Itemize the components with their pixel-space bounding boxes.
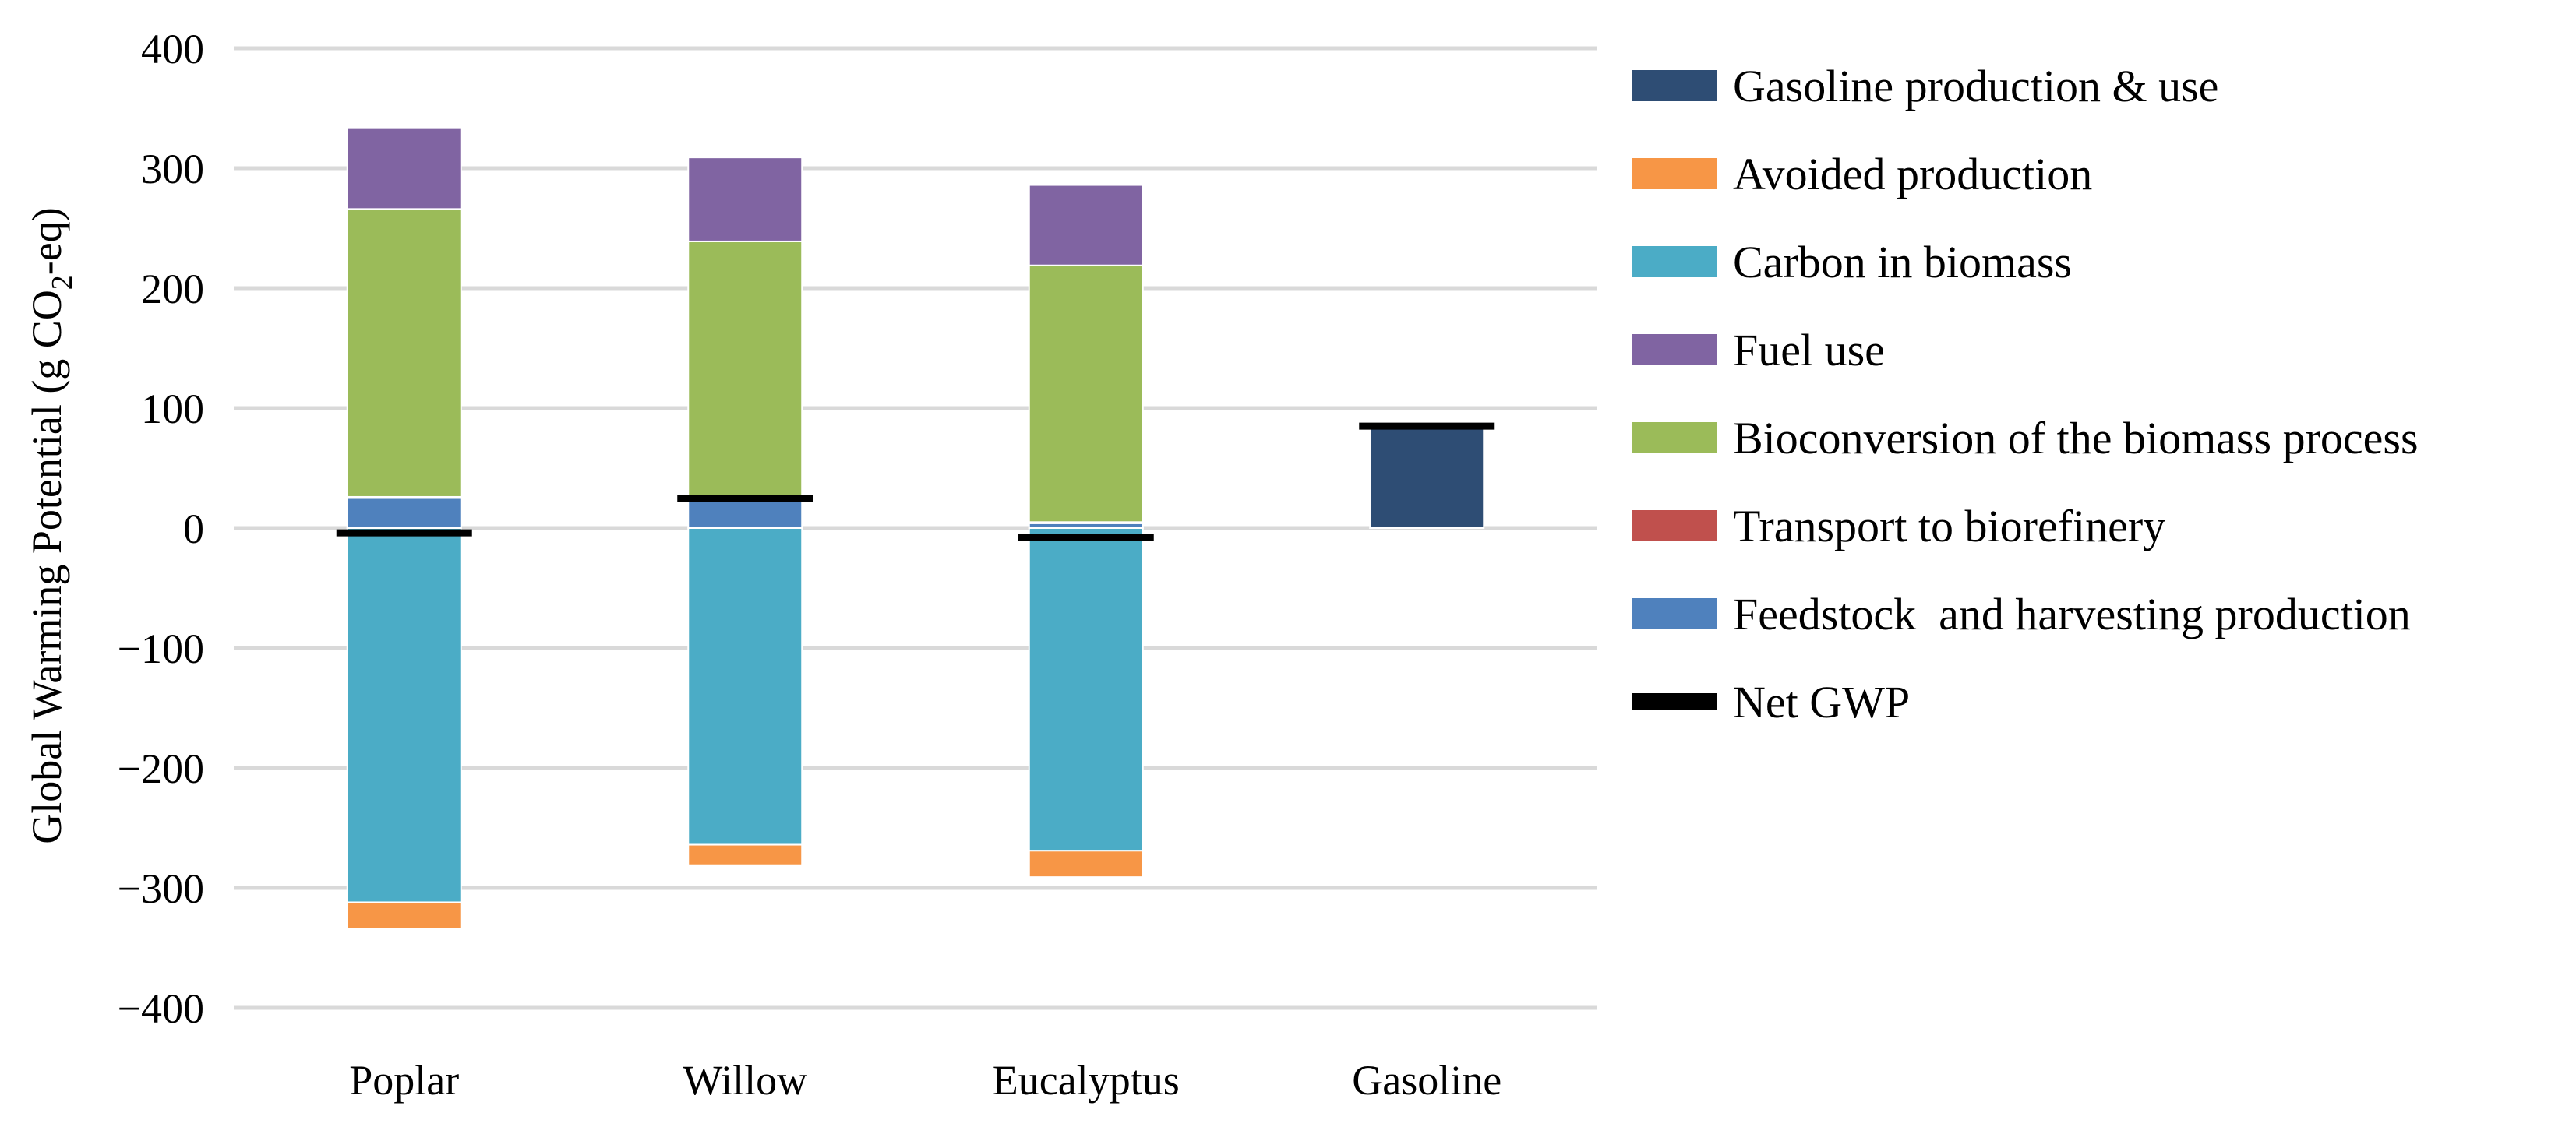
y-axis-ticks: 400 300 200 100 0 −100 −200 −300 −400 [118, 26, 204, 1032]
legend: Gasoline production & use Avoided product… [1632, 61, 2419, 727]
bar-willow-fuel-use [687, 157, 803, 242]
bar-poplar-fuel-use [346, 126, 462, 210]
legend-label-fuel-use: Fuel use [1733, 325, 1885, 375]
legend-label-avoided-production: Avoided production [1733, 149, 2092, 199]
legend-label-net-gwp: Net GWP [1733, 677, 1910, 727]
legend-swatch-avoided-production [1632, 158, 1717, 189]
x-tick-label-eucalyptus: Eucalyptus [993, 1057, 1180, 1104]
y-tick-label: −400 [118, 985, 204, 1032]
legend-swatch-transport-to-biorefinery [1632, 510, 1717, 541]
y-tick-label: 200 [141, 266, 204, 312]
x-tick-label-gasoline: Gasoline [1352, 1057, 1501, 1104]
y-tick-label: 300 [141, 146, 204, 192]
bar-willow-feedstock-and-harvesting-production [687, 497, 803, 529]
bar-poplar-feedstock-and-harvesting-production [346, 497, 462, 529]
y-tick-label: 0 [183, 505, 204, 552]
y-tick-label: 100 [141, 386, 204, 432]
y-axis-label-main: Global Warming Potential (g CO [23, 290, 70, 844]
y-tick-label: −300 [118, 865, 204, 912]
legend-label-gasoline-production-and-use: Gasoline production & use [1733, 61, 2218, 111]
bar-poplar-carbon-in-biomass [346, 527, 462, 903]
bar-willow-avoided-production [687, 843, 803, 866]
legend-swatch-gasoline-production-and-use [1632, 70, 1717, 101]
legend-label-carbon-in-biomass: Carbon in biomass [1733, 237, 2072, 287]
bar-gasoline-gasoline-production-and-use [1369, 425, 1485, 529]
bar-eucalyptus-fuel-use [1028, 184, 1144, 266]
bar-poplar-bioconversion-of-the-biomass-process [346, 208, 462, 498]
net-gwp-markers [336, 422, 1495, 541]
legend-swatch-bioconversion-of-the-biomass-process [1632, 422, 1717, 453]
legend-label-transport-to-biorefinery: Transport to biorefinery [1733, 501, 2165, 551]
bar-willow-carbon-in-biomass [687, 527, 803, 846]
bar-poplar-avoided-production [346, 901, 462, 930]
y-tick-label: −100 [118, 625, 204, 672]
y-axis-label: Global Warming Potential (g CO2-eq) [23, 207, 79, 844]
bar-eucalyptus-carbon-in-biomass [1028, 527, 1144, 852]
legend-label-bioconversion-of-the-biomass-process: Bioconversion of the biomass process [1733, 413, 2419, 463]
legend-swatch-fuel-use [1632, 334, 1717, 365]
legend-swatch-feedstock-and-harvesting-production [1632, 598, 1717, 629]
y-axis-label-suffix: -eq) [23, 207, 70, 275]
y-tick-label: 400 [141, 26, 204, 72]
legend-swatch-net-gwp [1632, 693, 1717, 710]
bar-willow-bioconversion-of-the-biomass-process [687, 240, 803, 498]
y-axis-label-subscript: 2 [46, 275, 79, 290]
x-axis-ticks: Poplar Willow Eucalyptus Gasoline [349, 1057, 1501, 1104]
legend-label-feedstock-and-harvesting-production: Feedstock and harvesting production [1733, 589, 2411, 639]
bar-eucalyptus-avoided-production [1028, 850, 1144, 879]
y-tick-label: −200 [118, 745, 204, 792]
bar-eucalyptus-bioconversion-of-the-biomass-process [1028, 264, 1144, 523]
x-tick-label-willow: Willow [683, 1057, 807, 1104]
legend-swatch-carbon-in-biomass [1632, 246, 1717, 277]
bar-segments [346, 126, 1485, 930]
x-tick-label-poplar: Poplar [349, 1057, 459, 1104]
